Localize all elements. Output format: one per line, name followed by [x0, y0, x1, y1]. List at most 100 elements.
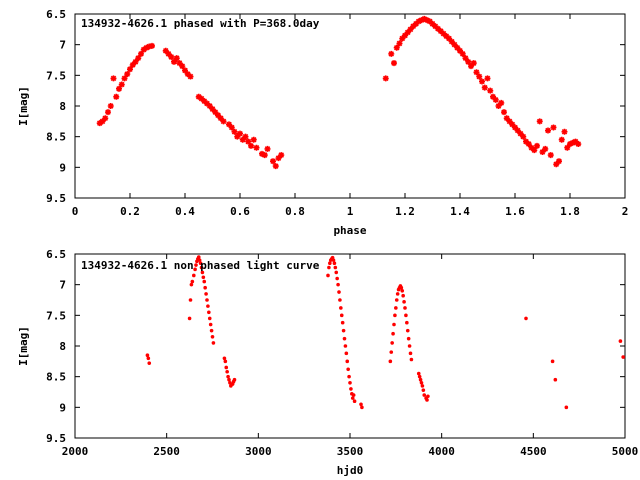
data-point: [228, 381, 232, 385]
data-point: [498, 99, 505, 106]
data-point: [110, 75, 117, 82]
y-tick-label: 9: [59, 161, 66, 174]
data-point: [393, 313, 397, 318]
phased-light-curve-panel: 0 0.2 0.4 0.6 0.8 1 1.2 1.4 1.6 1.8 2 6.5 7 7.5 8 8.5 9 9…: [17, 8, 628, 237]
chart-title: 134932-4626.1 phased with P=368.0day: [81, 17, 320, 30]
data-point: [402, 300, 406, 304]
data-point: [417, 374, 422, 379]
data-point: [405, 328, 410, 333]
data-point: [404, 313, 408, 318]
data-point: [390, 341, 394, 345]
data-point: [410, 23, 417, 30]
data-point: [197, 258, 202, 262]
data-point: [360, 405, 364, 410]
data-point: [217, 115, 224, 122]
data-point: [542, 145, 549, 152]
data-point: [336, 282, 340, 287]
data-point: [211, 341, 216, 345]
data-point: [407, 26, 414, 33]
data-point: [501, 109, 507, 116]
data-point: [459, 50, 466, 57]
x-axis-label: hjd0: [337, 464, 364, 477]
data-point: [561, 128, 568, 135]
y-tick-label: 7.5: [46, 309, 66, 322]
data-point: [226, 374, 230, 379]
x-tick-label: 5000: [612, 445, 639, 458]
data-point: [331, 258, 336, 262]
data-point: [429, 20, 436, 27]
data-point: [242, 133, 249, 140]
data-point: [201, 275, 206, 280]
data-point: [333, 265, 338, 270]
data-point: [147, 361, 152, 365]
data-point: [193, 267, 197, 272]
data-point: [446, 35, 452, 42]
data-point: [388, 50, 395, 57]
x-tick-label: 0.2: [120, 205, 140, 218]
data-point: [227, 377, 231, 382]
data-point: [396, 40, 403, 47]
data-point: [520, 133, 527, 140]
x-axis-label: phase: [333, 224, 366, 237]
data-point: [182, 67, 188, 74]
data-point: [359, 402, 363, 407]
data-point: [395, 292, 400, 296]
x-tick-label: 1.6: [505, 205, 525, 218]
data-point: [341, 328, 346, 333]
data-point: [495, 103, 502, 109]
data-point: [198, 95, 205, 102]
x-tick-label: 3000: [245, 445, 272, 458]
x-tick-label: 1.4: [450, 205, 470, 218]
data-point: [506, 118, 513, 125]
data-point: [168, 53, 175, 60]
data-point: [405, 320, 409, 325]
data-point: [567, 141, 573, 148]
data-point: [536, 118, 543, 125]
data-point: [389, 350, 394, 354]
data-point: [382, 75, 389, 82]
data-point: [503, 115, 510, 122]
data-point: [340, 320, 345, 325]
data-point: [343, 344, 348, 348]
axis-ticks: 2000 2500 3000 3500 4000 4500 5000 6.5 7 7.5 8 8.5 9…: [46, 248, 638, 458]
data-point: [202, 279, 207, 284]
data-point: [407, 344, 412, 348]
data-point: [575, 141, 582, 148]
data-point: [121, 75, 128, 82]
data-point: [402, 32, 408, 39]
data-point: [228, 124, 235, 131]
data-point: [145, 353, 150, 358]
data-point: [116, 85, 122, 92]
data-point: [188, 298, 193, 302]
data-point: [204, 100, 210, 107]
chart-title: 134932-4626.1 non phased light curve: [81, 259, 320, 272]
data-point: [553, 161, 560, 168]
x-tick-label: 3500: [337, 445, 364, 458]
data-point: [204, 292, 208, 296]
data-point: [352, 399, 357, 404]
y-tick-label: 9.5: [46, 192, 66, 205]
y-axis-label: I[mag]: [17, 326, 30, 366]
data-point: [165, 50, 172, 57]
data-point: [196, 255, 201, 259]
data-point: [457, 47, 463, 54]
x-tick-label: 4000: [428, 445, 455, 458]
data-point: [237, 130, 243, 137]
data-point: [339, 313, 344, 318]
data-point: [531, 147, 538, 154]
data-point: [162, 47, 169, 54]
data-point: [339, 306, 343, 310]
data-point: [572, 138, 579, 145]
data-point: [220, 118, 227, 125]
x-tick-label: 4500: [520, 445, 547, 458]
y-tick-label: 9.5: [46, 432, 66, 445]
data-point: [187, 73, 194, 80]
data-point: [335, 276, 339, 281]
data-point: [539, 149, 546, 155]
data-point: [173, 55, 180, 62]
x-tick-label: 1: [347, 205, 354, 218]
data-point: [334, 270, 339, 275]
data-point: [451, 41, 458, 48]
data-point: [206, 103, 213, 109]
